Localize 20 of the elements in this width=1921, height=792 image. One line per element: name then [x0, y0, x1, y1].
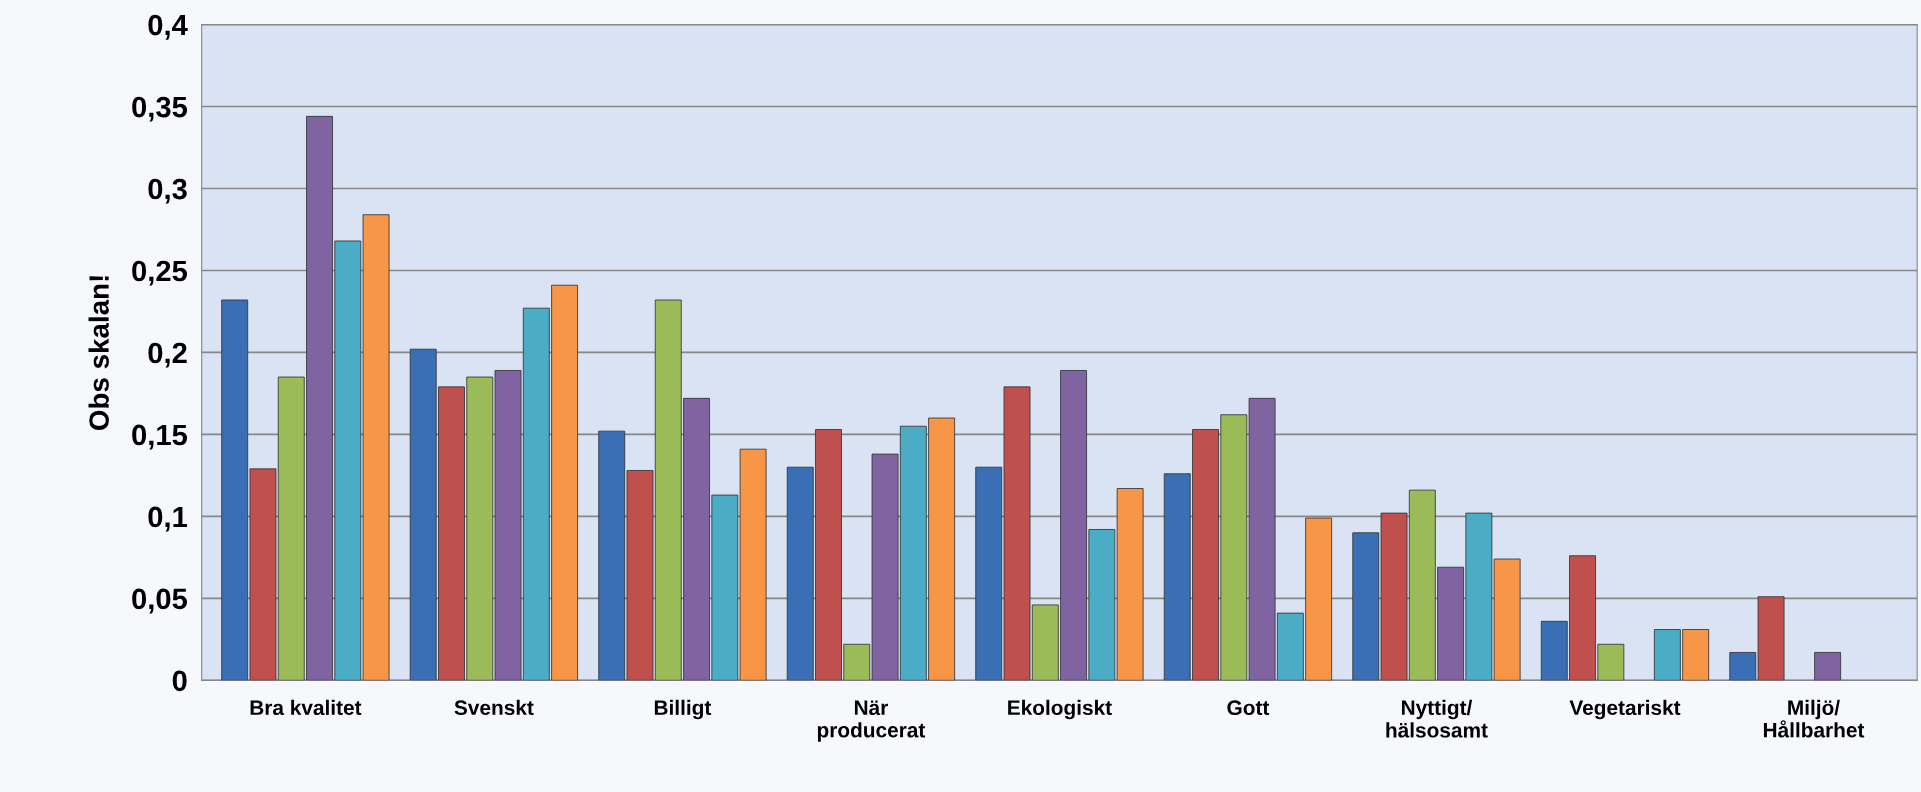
- y-tick-label: 0,25: [132, 260, 188, 286]
- x-tick-label: När producerat: [817, 700, 926, 742]
- x-tick-label: Vegetariskt: [1569, 699, 1681, 720]
- y-tick-label: 0,15: [132, 424, 188, 450]
- x-tick-label: Svenskt: [454, 699, 534, 716]
- x-tick-label: Billigt: [654, 699, 712, 720]
- y-tick-label: 0,4: [148, 14, 188, 40]
- y-axis-title: Obs skalan!: [88, 276, 109, 431]
- y-tick-label: 0,05: [132, 588, 188, 614]
- y-tick-label: 0,35: [132, 96, 188, 122]
- y-tick-label: 0,1: [148, 506, 188, 532]
- y-tick-label: 0: [172, 670, 187, 692]
- x-tick-label: Ekologiskt: [1008, 699, 1112, 720]
- bar: [1814, 652, 1842, 681]
- y-tick-label: 0,2: [148, 342, 187, 368]
- x-tick-label: Nyttigt/ hälsosamt: [1386, 699, 1488, 738]
- x-tick-label: Miljö/ Hållbarhet: [1763, 699, 1865, 738]
- x-tick-label: Gott: [1227, 700, 1270, 716]
- y-tick-label: 0,3: [148, 178, 187, 204]
- x-tick-label: Bra kvalitet: [250, 699, 362, 716]
